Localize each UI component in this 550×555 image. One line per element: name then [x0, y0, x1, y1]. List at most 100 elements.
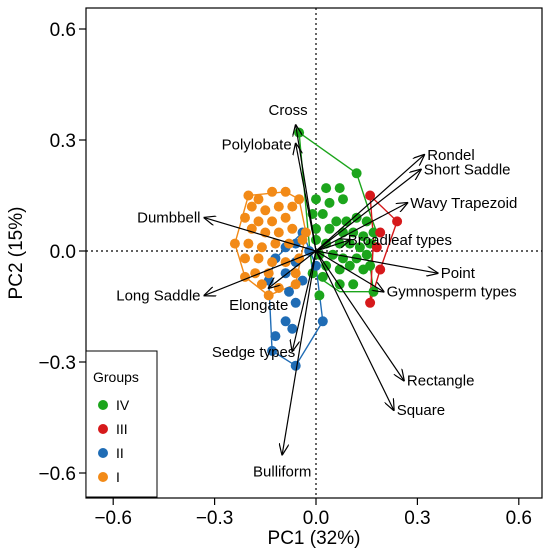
point-group-IV	[361, 216, 372, 227]
loading-label-sedge-types: Sedge types	[212, 344, 295, 361]
loading-arrow-sedge-types	[292, 250, 317, 351]
point-group-I	[256, 279, 267, 290]
x-tick-label: −0.3	[196, 508, 234, 529]
point-group-I	[300, 227, 311, 238]
x-tick-label: 0.6	[506, 508, 532, 529]
point-group-III	[375, 264, 386, 275]
point-group-IV	[358, 231, 369, 242]
loading-arrow-bulliform	[282, 250, 317, 455]
y-axis-ticks: −0.6 −0.3 0.0 0.3 0.6	[38, 20, 86, 485]
point-group-II	[290, 360, 301, 371]
y-tick-label: −0.6	[38, 464, 76, 485]
point-group-II	[287, 323, 298, 334]
point-group-I	[253, 253, 264, 264]
point-group-I	[260, 205, 271, 216]
point-group-I	[246, 201, 257, 212]
loading-label-bulliform: Bulliform	[253, 464, 311, 481]
x-tick-label: −0.6	[94, 508, 132, 529]
point-group-I	[240, 253, 250, 264]
point-group-IV	[344, 260, 355, 271]
point-group-IV	[351, 212, 362, 223]
point-group-I	[280, 186, 291, 197]
point-group-IV	[311, 223, 321, 234]
point-group-I	[287, 223, 298, 234]
y-tick-label: 0.0	[50, 242, 76, 263]
loading-label-rectangle: Rectangle	[407, 373, 475, 390]
point-group-I	[229, 238, 240, 249]
point-group-I	[243, 238, 254, 249]
y-axis-title: PC2 (15%)	[6, 207, 27, 300]
point-group-IV	[327, 249, 338, 260]
plot-frame	[85, 7, 543, 499]
point-group-I	[290, 268, 301, 279]
loading-arrow-wavy-trapezoid	[315, 203, 407, 252]
point-group-II	[280, 268, 291, 279]
y-tick-label: −0.3	[38, 353, 76, 374]
loading-arrow-point	[315, 250, 438, 273]
point-group-I	[294, 253, 305, 264]
legend-label-I: I	[116, 469, 120, 485]
loading-label-elongate: Elongate	[229, 297, 288, 314]
point-group-IV	[354, 242, 365, 253]
point-group-IV	[334, 183, 345, 194]
point-group-II	[280, 316, 291, 327]
loading-arrow-rectangle	[315, 250, 404, 381]
point-group-III	[365, 190, 376, 201]
point-group-I	[240, 212, 250, 223]
point-group-IV	[361, 249, 372, 260]
point-group-II	[270, 331, 281, 342]
point-group-I	[256, 242, 267, 253]
point-group-I	[273, 283, 284, 293]
loading-arrow-rondel	[315, 155, 424, 252]
loading-arrow-elongate	[269, 250, 317, 288]
legend-label-II: II	[116, 445, 124, 461]
loading-label-polylobate: Polylobate	[222, 137, 292, 154]
loading-label-rondel: Rondel	[427, 147, 475, 164]
point-group-I	[284, 238, 294, 249]
loading-arrow-broadleaf-types	[315, 240, 350, 252]
point-group-I	[267, 257, 278, 268]
y-tick-label: 0.6	[50, 20, 76, 41]
point-group-III	[365, 297, 376, 308]
loading-label-gymnosperm-types: Gymnosperm types	[387, 284, 517, 301]
point-group-I	[240, 271, 250, 282]
point-group-IV	[324, 197, 335, 208]
legend-label-IV: IV	[116, 397, 130, 413]
x-axis-ticks: −0.6 −0.3 0.0 0.3 0.6	[94, 498, 532, 529]
point-group-IV	[317, 209, 328, 219]
point-group-I	[253, 216, 264, 227]
point-group-III	[371, 242, 382, 253]
point-group-I	[290, 279, 301, 290]
point-group-II	[290, 297, 301, 308]
point-group-III	[392, 216, 403, 227]
point-group-I	[267, 186, 278, 197]
point-group-IV	[338, 194, 348, 205]
point-group-I	[273, 227, 284, 238]
x-tick-label: 0.3	[404, 508, 430, 529]
legend-title: Groups	[93, 369, 139, 385]
point-group-IV	[321, 183, 332, 194]
loading-arrow-polylobate	[296, 144, 317, 252]
point-group-IV	[311, 234, 321, 245]
point-group-IV	[311, 194, 321, 205]
x-axis-title: PC1 (32%)	[268, 528, 361, 549]
group-points	[229, 127, 403, 371]
point-group-I	[263, 290, 274, 301]
loading-label-short-saddle: Short Saddle	[424, 162, 511, 179]
point-group-IV	[331, 216, 342, 227]
legend-label-III: III	[116, 421, 128, 437]
loading-label-square: Square	[397, 402, 445, 419]
point-group-IV	[317, 271, 328, 282]
legend-marker-II	[98, 448, 108, 458]
point-group-II	[317, 316, 328, 327]
loading-label-cross: Cross	[269, 102, 308, 119]
x-tick-label: 0.0	[303, 508, 329, 529]
loading-label-long-saddle: Long Saddle	[116, 287, 200, 304]
point-group-I	[273, 201, 284, 212]
point-group-IV	[341, 216, 352, 227]
point-group-IV	[294, 127, 305, 138]
point-group-II	[284, 286, 294, 297]
point-group-IV	[351, 168, 362, 179]
